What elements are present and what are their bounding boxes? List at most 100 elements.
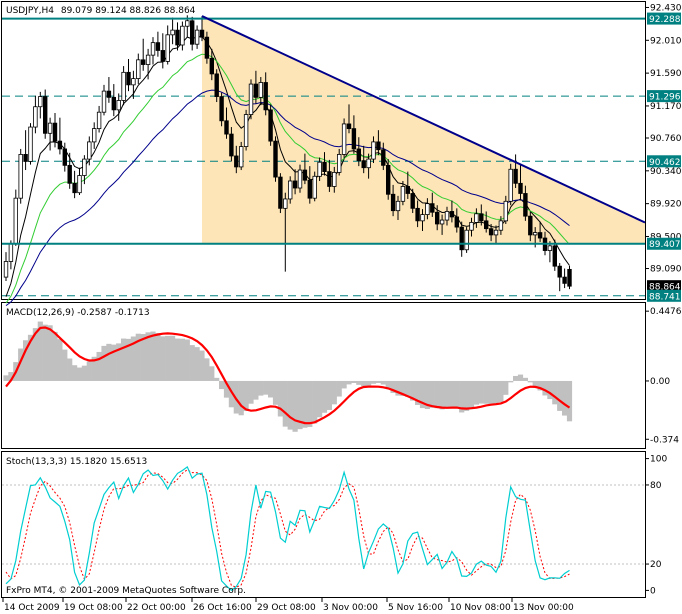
candle-body (430, 203, 435, 213)
candle (366, 153, 371, 179)
chart-symbol-label: USDJPY,H4 89.079 89.124 88.826 88.864 (6, 6, 196, 16)
candle (258, 77, 263, 106)
macd-histogram-bar (101, 345, 107, 381)
macd-histogram-bar (522, 377, 528, 381)
macd-histogram-bar (513, 375, 519, 381)
candle (268, 104, 273, 146)
macd-histogram-bar (341, 380, 347, 389)
candle-body (38, 96, 43, 108)
stoch-tick-label: 80 (650, 481, 662, 491)
candle (47, 117, 53, 151)
macd-histogram-bar (537, 380, 543, 391)
macd-histogram-bar (331, 380, 337, 405)
candle-body (92, 128, 97, 143)
time-tick-label: 10 Nov 08:00 (450, 603, 511, 613)
candle-body (327, 171, 332, 187)
macd-histogram-bar (292, 380, 298, 432)
macd-histogram-bar (517, 374, 524, 381)
macd-histogram-bar (434, 380, 440, 409)
macd-histogram-bar (297, 380, 303, 430)
candle-body (469, 222, 474, 231)
macd-histogram-bar (155, 333, 161, 381)
candle (131, 70, 136, 99)
candle-body (415, 207, 420, 222)
candle-body (547, 245, 553, 251)
candle-body (410, 193, 415, 209)
macd-histogram-bar (424, 380, 430, 410)
candle-body (400, 186, 406, 202)
candle (224, 107, 229, 139)
macd-histogram-bar (380, 380, 386, 385)
candle-body (508, 168, 513, 202)
macd-histogram-bar (366, 380, 372, 387)
macd-histogram-bar (189, 345, 195, 381)
price-tag-box (647, 280, 681, 293)
candle-body (395, 200, 401, 212)
candle-body (160, 50, 165, 62)
candle (62, 142, 67, 172)
candle-body (533, 232, 538, 236)
macd-histogram-bar (81, 365, 87, 381)
candle (371, 136, 376, 164)
candle (189, 16, 195, 51)
stoch-main-line (5, 465, 570, 592)
stoch-panel[interactable] (1, 451, 646, 598)
candle (155, 31, 161, 57)
candle (439, 214, 445, 235)
candle-body (140, 59, 146, 65)
candle (420, 209, 425, 232)
stoch-chart (2, 465, 645, 592)
candle (278, 173, 283, 214)
candle-body (336, 154, 342, 173)
macd-histogram-bar (370, 380, 377, 384)
candle-body (199, 29, 205, 38)
time-tick-label: 19 Oct 08:00 (64, 603, 123, 613)
candle-body (214, 73, 219, 97)
candle (248, 79, 254, 120)
candle-body (170, 29, 175, 36)
candle-body (18, 154, 23, 199)
macd-histogram-bar (37, 321, 43, 381)
macd-histogram-bar (429, 380, 435, 408)
candle-body (72, 182, 77, 194)
candle-body (434, 211, 440, 225)
candle (474, 208, 479, 228)
macd-histogram-bar (307, 380, 313, 427)
candle-body (346, 123, 352, 130)
macd-histogram-bar (228, 380, 234, 408)
macd-histogram-bar (282, 380, 288, 427)
macd-histogram-bar (130, 336, 136, 381)
candle-body (155, 42, 161, 51)
macd-histogram-bar (449, 380, 455, 408)
candle (346, 104, 352, 134)
time-tick-label: 29 Oct 08:00 (257, 603, 316, 613)
candle-body (444, 211, 450, 221)
macd-histogram-bar (263, 380, 269, 395)
candle-body (307, 179, 312, 199)
candle (297, 164, 303, 193)
candle (503, 195, 508, 224)
price-tick-label: 92.430 (650, 3, 682, 13)
macd-histogram-bar (52, 331, 58, 381)
candle-body (258, 82, 263, 98)
candle (150, 37, 156, 65)
candle-body (111, 96, 116, 111)
candle (425, 198, 430, 220)
candle-body (273, 140, 278, 178)
candle (57, 117, 63, 155)
candle (508, 163, 513, 206)
moving-average-line (5, 53, 570, 304)
candle-body (322, 161, 327, 173)
macd-histogram-bar (194, 347, 200, 381)
candle-body (483, 220, 489, 230)
price-tag: 89.407 (647, 237, 681, 250)
candle-body (385, 164, 391, 195)
candle (488, 223, 494, 242)
candle-body (523, 193, 528, 217)
macd-histogram-bar (272, 380, 279, 405)
copyright-text: FxPro MT4, © 2001-2009 MetaQuotes Softwa… (6, 586, 246, 596)
candle (312, 171, 317, 202)
time-tick-label: 14 Oct 2009 (4, 603, 60, 613)
candle (317, 157, 322, 181)
